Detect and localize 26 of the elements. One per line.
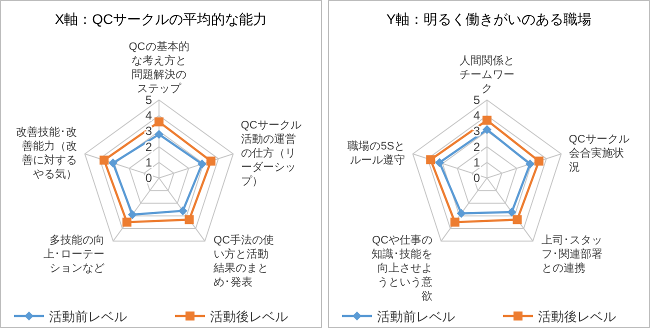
legend-label: 活動後レベル [538, 309, 616, 324]
legend-label: 活動前レベル [377, 309, 455, 324]
y-tick-label: 4 [473, 108, 480, 123]
spoke-label: 上司･スタッフ･関連部署との連携 [542, 234, 603, 275]
spoke-label: QC手法の使い方と活動結果のまとめ･発表 [212, 234, 274, 289]
legend-label: 活動前レベル [49, 309, 127, 324]
spoke-label: QCサークル会合実施状況 [568, 133, 630, 174]
spoke-label: 職場の5Sとルール遵守 [348, 139, 406, 166]
y-tick-label: 2 [145, 140, 152, 154]
spoke-label: QCや仕事の知識･技能を向上させようという意欲 [371, 234, 432, 303]
y-tick-label: 5 [473, 93, 480, 107]
spoke-label: 多技能の向上･ローテーションなど [43, 234, 104, 275]
spoke-label: QCの基本的な考え方と問題解決のステップ [128, 40, 190, 95]
spoke-label: QCサークル活動の運営の仕方（リーダーシップ） [240, 119, 302, 188]
y-tick-label: 4 [145, 108, 152, 123]
y-tick-label: 1 [473, 155, 480, 170]
y-tick-label: 2 [473, 140, 480, 154]
y-tick-label: 1 [145, 155, 152, 170]
chart-title: Y軸：明るく働きがいのある職場 [386, 11, 592, 27]
legend-label: 活動後レベル [210, 309, 288, 324]
chart-title: X軸：QCサークルの平均的な能力 [54, 11, 268, 27]
spoke-label: 人間関係とチームワーク [460, 55, 514, 95]
y-tick-label: 5 [145, 93, 152, 107]
y-tick-label: 0 [473, 171, 480, 185]
y-tick-label: 0 [145, 171, 152, 185]
spoke-label: 改善技能･改善能力（改善に対するやる気） [16, 125, 78, 180]
